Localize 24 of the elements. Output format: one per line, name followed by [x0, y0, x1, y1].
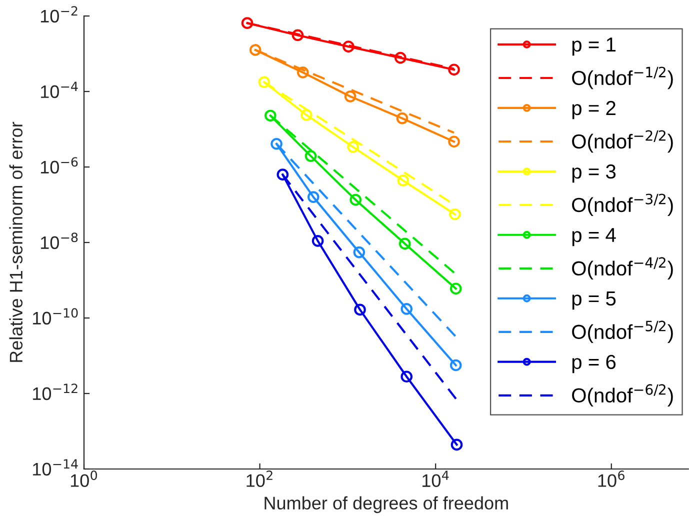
legend-label: O(ndof$^{−6/2}$)	[572, 384, 673, 406]
legend-label: p = 5	[572, 292, 616, 310]
legend-label: O(ndof$^{−5/2}$)	[572, 320, 673, 344]
legend-label: p = 4	[572, 228, 616, 246]
y-axis-title: Relative H1-seminorm of error	[9, 122, 23, 362]
legend-label: p = 6	[572, 354, 616, 374]
x-tick-label: 10$^{4}$	[422, 470, 449, 487]
legend-label: p = 3	[572, 164, 616, 183]
y-tick-label: 10$^{−6}$	[40, 157, 78, 174]
y-tick-label: 10$^{−10}$	[33, 308, 78, 325]
legend-label: O(ndof$^{−1/2}$)	[572, 66, 673, 90]
y-tick-label: 10$^{−12}$	[33, 384, 78, 400]
x-axis-title: Number of degrees of freedom	[264, 496, 508, 514]
legend-label: O(ndof$^{−4/2}$)	[572, 257, 673, 280]
y-tick-label: 10$^{−8}$	[40, 232, 78, 250]
x-tick-label: 10$^{6}$	[598, 470, 624, 487]
legend-label: p = 1	[572, 38, 616, 56]
x-tick-label: 10$^{0}$	[70, 470, 98, 487]
legend-label: O(ndof$^{−2/2}$)	[572, 130, 673, 153]
legend-label: O(ndof$^{−3/2}$)	[572, 194, 673, 216]
x-tick-label: 10$^{2}$	[246, 470, 272, 487]
y-tick-label: 10$^{−4}$	[40, 82, 78, 98]
y-tick-label: 10$^{−2}$	[40, 6, 78, 23]
legend-label: p = 2	[572, 100, 616, 120]
